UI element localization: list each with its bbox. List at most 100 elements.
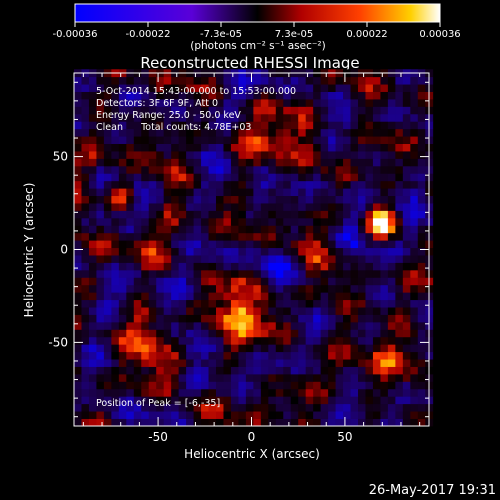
heatmap-cell bbox=[148, 314, 157, 323]
heatmap-cell bbox=[238, 411, 247, 419]
heatmap-cell bbox=[283, 99, 292, 107]
heatmap-cell bbox=[141, 373, 150, 382]
heatmap-cell bbox=[81, 151, 90, 159]
heatmap-cell bbox=[103, 121, 112, 130]
heatmap-cell bbox=[245, 195, 254, 204]
heatmap-cell bbox=[216, 284, 224, 293]
heatmap-cell bbox=[88, 351, 97, 360]
heatmap-cell bbox=[268, 203, 277, 211]
heatmap-cell bbox=[88, 359, 97, 367]
heatmap-cell bbox=[245, 203, 254, 211]
heatmap-cell bbox=[298, 195, 307, 204]
heatmap-cell bbox=[305, 195, 314, 204]
heatmap-cell bbox=[358, 173, 366, 182]
heatmap-cell bbox=[178, 232, 187, 241]
heatmap-cell bbox=[365, 269, 374, 278]
heatmap-cell bbox=[253, 314, 262, 323]
heatmap-cell bbox=[387, 321, 396, 330]
heatmap-cell bbox=[126, 113, 135, 122]
heatmap-cell bbox=[313, 195, 322, 204]
heatmap-cell bbox=[305, 292, 314, 301]
heatmap-cell bbox=[402, 299, 411, 308]
heatmap-cell bbox=[193, 203, 202, 211]
heatmap-cell bbox=[245, 262, 254, 271]
heatmap-cell bbox=[216, 396, 224, 405]
heatmap-cell bbox=[320, 165, 329, 174]
heatmap-cell bbox=[74, 210, 82, 219]
heatmap-cell bbox=[260, 269, 269, 278]
heatmap-cell bbox=[118, 203, 127, 211]
heatmap-cell bbox=[387, 366, 396, 375]
heatmap-cell bbox=[186, 84, 194, 92]
heatmap-cell bbox=[410, 396, 419, 405]
heatmap-cell bbox=[253, 255, 262, 263]
heatmap-cell bbox=[328, 418, 336, 427]
heatmap-cell bbox=[238, 262, 247, 271]
heatmap-cell bbox=[163, 329, 172, 338]
heatmap-cell bbox=[208, 165, 217, 174]
heatmap-cell bbox=[417, 381, 426, 390]
heatmap-cell bbox=[156, 299, 165, 308]
heatmap-cell bbox=[350, 106, 359, 115]
heatmap-cell bbox=[313, 344, 322, 353]
heatmap-cell bbox=[395, 84, 404, 92]
heatmap-cell bbox=[111, 299, 120, 308]
heatmap-cell bbox=[245, 299, 254, 308]
heatmap-cell bbox=[81, 396, 90, 405]
heatmap-cell bbox=[313, 128, 322, 137]
heatmap-cell bbox=[178, 336, 187, 345]
heatmap-cell bbox=[118, 195, 127, 204]
heatmap-cell bbox=[208, 113, 217, 122]
heatmap-cell bbox=[275, 247, 284, 256]
heatmap-cell bbox=[133, 255, 142, 263]
heatmap-cell bbox=[103, 307, 112, 315]
heatmap-cell bbox=[74, 307, 82, 315]
heatmap-cell bbox=[387, 188, 396, 197]
heatmap-cell bbox=[156, 418, 165, 427]
heatmap-cell bbox=[365, 418, 374, 427]
colorbar-unit-label: (photons cm⁻² s⁻¹ asec⁻²) bbox=[190, 40, 325, 52]
heatmap-cell bbox=[156, 284, 165, 293]
heatmap-cell bbox=[402, 173, 411, 182]
heatmap-cell bbox=[193, 232, 202, 241]
heatmap-cell bbox=[275, 217, 284, 226]
heatmap-cell bbox=[186, 106, 194, 115]
heatmap-cell bbox=[328, 225, 336, 234]
heatmap-cell bbox=[156, 225, 165, 234]
heatmap-cell bbox=[350, 269, 359, 278]
heatmap-cell bbox=[410, 403, 419, 412]
heatmap-cell bbox=[253, 188, 262, 197]
heatmap-cell bbox=[395, 255, 404, 263]
heatmap-cell bbox=[201, 351, 209, 360]
heatmap-cell bbox=[201, 321, 209, 330]
heatmap-cell bbox=[283, 351, 292, 360]
heatmap-cell bbox=[74, 173, 82, 182]
heatmap-cell bbox=[156, 165, 165, 174]
heatmap-cell bbox=[216, 121, 224, 130]
heatmap-cell bbox=[380, 173, 389, 182]
heatmap-cell bbox=[245, 232, 254, 241]
heatmap-cell bbox=[260, 411, 269, 419]
heatmap-cell bbox=[103, 128, 112, 137]
heatmap-cell bbox=[171, 232, 180, 241]
heatmap-cell bbox=[74, 299, 82, 308]
heatmap-cell bbox=[111, 351, 120, 360]
heatmap-cell bbox=[118, 84, 127, 92]
heatmap-cell bbox=[111, 336, 120, 345]
heatmap-cell bbox=[238, 366, 247, 375]
heatmap-cell bbox=[290, 396, 299, 405]
heatmap-cell bbox=[126, 307, 135, 315]
heatmap-cell bbox=[81, 269, 90, 278]
heatmap-cell bbox=[305, 366, 314, 375]
heatmap-cell bbox=[148, 195, 157, 204]
heatmap-cell bbox=[111, 210, 120, 219]
heatmap-cell bbox=[201, 210, 209, 219]
heatmap-cell bbox=[178, 173, 187, 182]
heatmap-cell bbox=[126, 121, 135, 130]
heatmap-cell bbox=[245, 269, 254, 278]
heatmap-cell bbox=[230, 329, 239, 338]
heatmap-cell bbox=[178, 113, 187, 122]
heatmap-cell bbox=[402, 240, 411, 249]
heatmap-cell bbox=[380, 151, 389, 159]
heatmap-cell bbox=[275, 195, 284, 204]
